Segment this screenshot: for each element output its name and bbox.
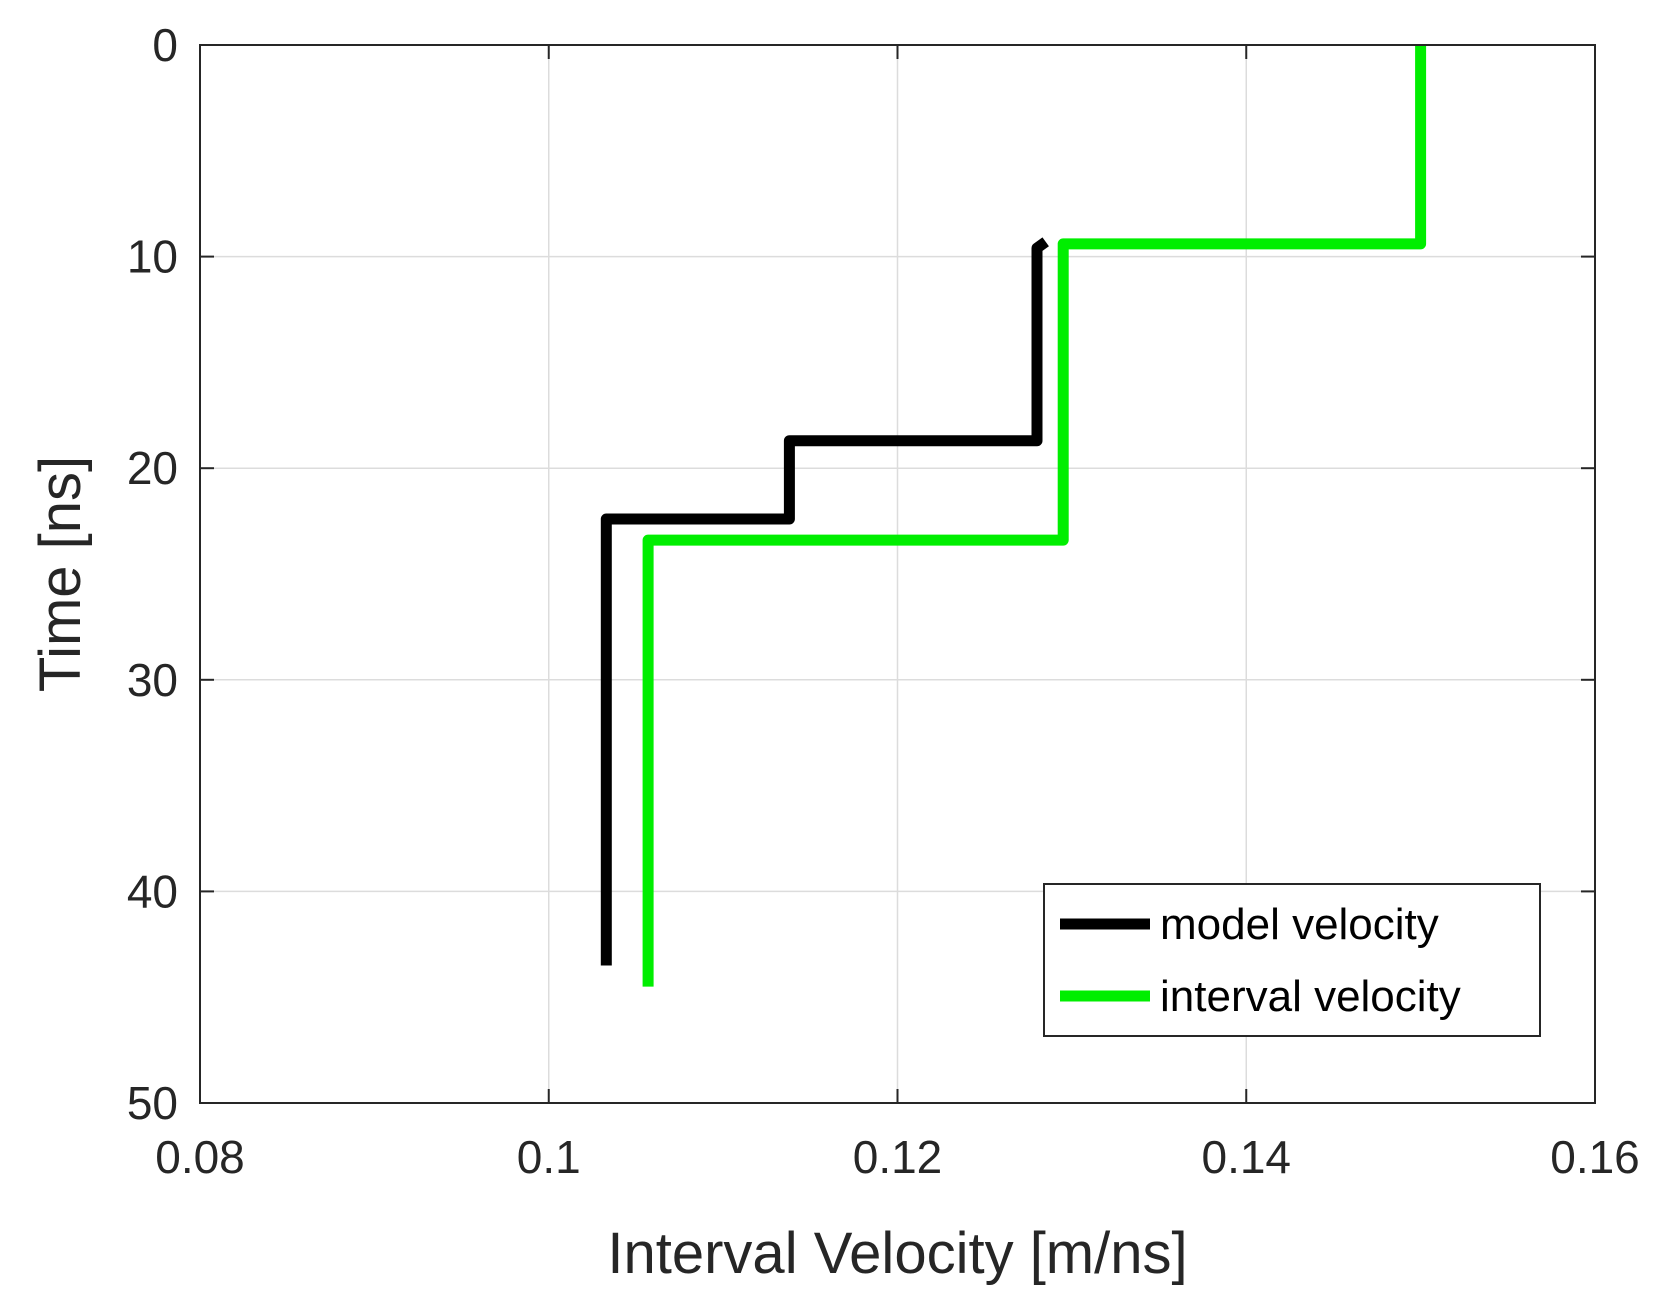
legend: model velocity interval velocity [1043,883,1541,1037]
series-line-model-velocity [600,237,1049,966]
y-tick-label: 0 [152,19,178,71]
y-tick-label: 20 [127,442,178,494]
x-tick-label: 0.12 [853,1131,943,1183]
y-axis-label: Time [ns] [28,456,93,692]
legend-box [1043,883,1541,1037]
legend-label: model velocity [1160,900,1439,949]
legend-label: interval velocity [1160,972,1461,1021]
series-line-interval-velocity [642,45,1427,987]
x-tick-label: 0.14 [1201,1131,1291,1183]
x-axis-label: Interval Velocity [m/ns] [607,1221,1187,1286]
y-tick-label: 10 [127,231,178,283]
y-tick-label: 40 [127,865,178,917]
y-tick-labels: 0 10 20 30 40 50 [127,19,1595,1129]
x-tick-labels: 0.08 0.1 0.12 0.14 0.16 [155,45,1640,1183]
x-tick-label: 0.1 [517,1131,581,1183]
x-tick-label: 0.08 [155,1131,245,1183]
x-tick-label: 0.16 [1550,1131,1640,1183]
y-tick-label: 50 [127,1077,178,1129]
y-tick-label: 30 [127,654,178,706]
series-layer [600,45,1427,987]
